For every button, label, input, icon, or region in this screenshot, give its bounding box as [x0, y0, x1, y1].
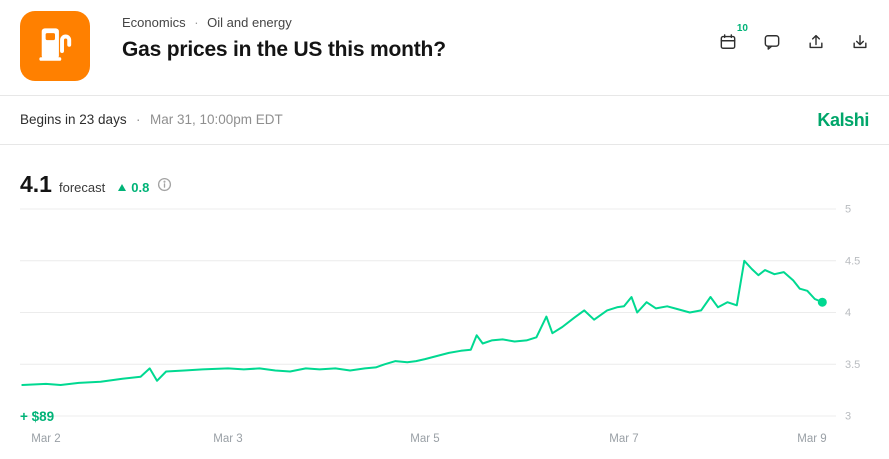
svg-text:Mar 7: Mar 7	[609, 433, 638, 445]
profit-indicator: + $89	[20, 409, 55, 424]
forecast-label: forecast	[58, 180, 106, 195]
kalshi-logo[interactable]: Kalshi	[817, 109, 869, 130]
forecast-value: 4.1	[20, 171, 52, 197]
chart-x-axis-labels: Mar 2 Mar 3 Mar 5 Mar 7 Mar 9	[31, 433, 826, 445]
breadcrumb-separator: ·	[194, 15, 199, 30]
breadcrumb-subcategory[interactable]: Oil and energy	[207, 15, 292, 30]
share-icon	[806, 32, 826, 55]
header-actions: 10	[717, 23, 871, 55]
svg-text:3: 3	[845, 411, 851, 423]
svg-text:4.5: 4.5	[845, 255, 860, 267]
download-button[interactable]	[849, 32, 871, 54]
info-icon[interactable]	[157, 177, 172, 197]
forecast-delta: 0.8	[118, 180, 149, 195]
timing-separator: ·	[136, 112, 141, 127]
price-endpoint-dot	[817, 297, 827, 307]
market-subheader: Begins in 23 days · Mar 31, 10:00pm EDT …	[0, 96, 889, 145]
chart-section: 4.1 forecast 0.8 5 4.5 4 3.5 3 Mar 2 Mar 3 Mar…	[0, 145, 889, 459]
calendar-icon	[718, 32, 738, 55]
close-datetime: Mar 31, 10:00pm EDT	[149, 112, 283, 127]
header-text: Economics · Oil and energy Gas prices in…	[122, 15, 446, 62]
price-line	[21, 259, 824, 386]
svg-text:Mar 3: Mar 3	[213, 433, 242, 445]
breadcrumb-category[interactable]: Economics	[122, 15, 186, 30]
page-title: Gas prices in the US this month?	[122, 38, 446, 61]
calendar-badge: 10	[736, 23, 748, 34]
gas-pump-icon	[30, 19, 80, 74]
forecast-row: 4.1 forecast 0.8	[20, 171, 172, 198]
market-header: Economics · Oil and energy Gas prices in…	[0, 0, 889, 96]
download-icon	[850, 32, 870, 55]
svg-text:Mar 9: Mar 9	[797, 433, 826, 445]
begins-text: Begins in 23 days	[20, 112, 127, 127]
svg-text:5: 5	[845, 204, 851, 216]
price-chart[interactable]: 5 4.5 4 3.5 3 Mar 2 Mar 3 Mar 5 Mar 7 Mar 9	[0, 199, 889, 449]
forecast-delta-value: 0.8	[131, 180, 150, 195]
comments-button[interactable]	[761, 32, 783, 54]
comment-icon	[762, 32, 782, 55]
svg-text:4: 4	[845, 307, 851, 319]
svg-text:3.5: 3.5	[845, 359, 860, 371]
svg-text:Mar 5: Mar 5	[410, 433, 439, 445]
chart-gridlines: 5 4.5 4 3.5 3	[20, 204, 860, 423]
market-timing: Begins in 23 days · Mar 31, 10:00pm EDT	[20, 111, 283, 129]
up-triangle-icon	[118, 184, 127, 191]
breadcrumb: Economics · Oil and energy	[122, 15, 446, 30]
svg-text:Mar 2: Mar 2	[31, 433, 60, 445]
category-icon-tile	[20, 11, 90, 81]
calendar-button[interactable]: 10	[717, 23, 748, 55]
share-button[interactable]	[805, 32, 827, 54]
